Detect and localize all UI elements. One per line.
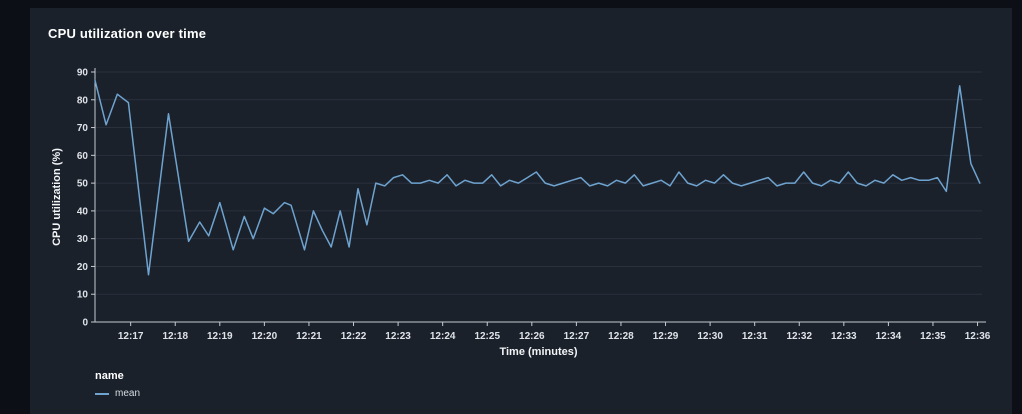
- x-tick-label: 12:33: [831, 331, 857, 342]
- chart-title: CPU utilization over time: [48, 26, 207, 41]
- legend-line-swatch: [95, 392, 109, 395]
- x-tick-label: 12:18: [162, 331, 188, 342]
- x-tick-label: 12:25: [474, 331, 500, 342]
- x-tick-label: 12:27: [564, 331, 590, 342]
- x-tick-label: 12:28: [608, 331, 634, 342]
- line-chart[interactable]: 0 10 20 30 40 50 60 70 80 90 12:17 12:18 12:19 12:20 1…: [30, 8, 1012, 360]
- y-tick-label: 0: [82, 318, 88, 329]
- legend-header: name: [95, 370, 124, 382]
- x-tick-label: 12:32: [786, 331, 812, 342]
- x-tick-label: 12:19: [207, 331, 233, 342]
- x-tick-label: 12:31: [742, 331, 768, 342]
- x-tick-label: 12:35: [920, 331, 946, 342]
- x-tick-label: 12:24: [430, 331, 456, 342]
- legend: name mean: [95, 370, 140, 399]
- legend-item-label: mean: [115, 388, 141, 399]
- y-tick-label: 40: [77, 206, 89, 217]
- x-tick-label: 12:22: [341, 331, 367, 342]
- x-tick-label: 12:21: [296, 331, 322, 342]
- y-tick-label: 50: [77, 179, 89, 190]
- x-tick-label: 12:23: [385, 331, 411, 342]
- y-tick-label: 10: [77, 290, 89, 301]
- x-tick-label: 12:36: [965, 331, 991, 342]
- x-tick-label: 12:17: [118, 331, 144, 342]
- x-tick-label: 12:30: [697, 331, 723, 342]
- chart-panel: CPU utilization over time 0 10 20 30 40 50 60 7…: [30, 8, 1012, 414]
- x-tick-label: 12:20: [252, 331, 278, 342]
- series-line-mean: [94, 79, 981, 276]
- y-tick-label: 60: [77, 151, 89, 162]
- y-tick-label: 20: [77, 262, 89, 273]
- x-tick-label: 12:29: [653, 331, 679, 342]
- x-axis-title: Time (minutes): [499, 346, 578, 358]
- y-tick-label: 30: [77, 234, 89, 245]
- legend-item-mean[interactable]: mean: [95, 388, 140, 399]
- x-tick-label: 12:34: [876, 331, 902, 342]
- y-tick-label: 80: [77, 95, 89, 106]
- x-tick-label: 12:26: [519, 331, 545, 342]
- y-tick-label: 90: [77, 68, 89, 79]
- y-axis-title: CPU utilization (%): [51, 148, 63, 246]
- y-tick-label: 70: [77, 123, 89, 134]
